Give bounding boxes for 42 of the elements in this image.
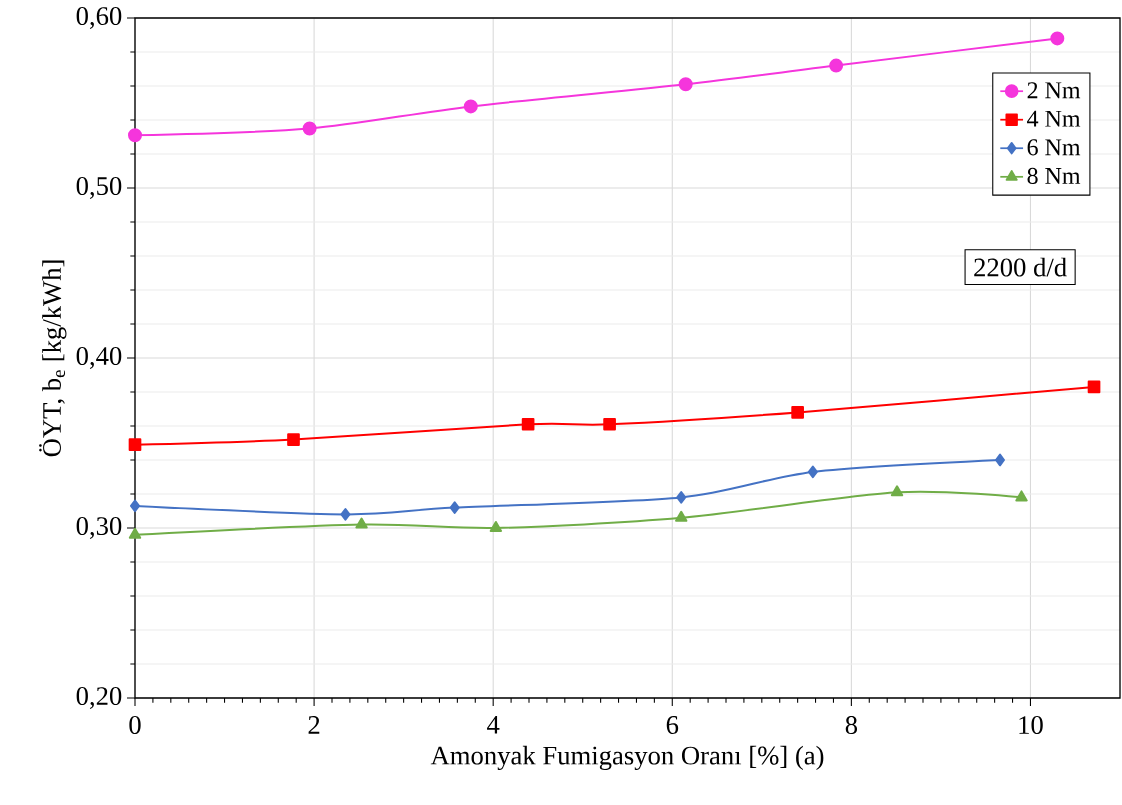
annotation: 2200 d/d <box>974 257 1067 277</box>
point <box>449 501 460 514</box>
x-tick-label: 4 <box>487 716 500 734</box>
y-tick-label: 0,30 <box>76 517 122 539</box>
point <box>675 510 688 522</box>
point <box>829 58 844 73</box>
x-tick-label: 10 <box>1019 716 1043 735</box>
point <box>302 121 317 136</box>
point <box>521 417 535 431</box>
x-tick-label: 6 <box>666 716 679 734</box>
y-tick-label: 0,40 <box>76 347 122 369</box>
legend-label: 2 Nm <box>1027 82 1081 99</box>
point <box>603 417 616 431</box>
point <box>340 508 351 521</box>
point <box>807 465 818 479</box>
point <box>676 491 687 504</box>
x-tick-label: 8 <box>845 716 858 735</box>
x-tick-label: 0 <box>129 716 141 735</box>
x-tick-label: 2 <box>308 716 320 734</box>
point <box>128 128 142 143</box>
point <box>489 520 503 532</box>
point <box>1015 490 1028 502</box>
point <box>995 453 1006 467</box>
point <box>1087 380 1101 394</box>
point <box>287 433 300 446</box>
legend-label: 8 Nm <box>1027 167 1081 185</box>
point <box>355 517 368 529</box>
legend-label: 6 Nm <box>1027 139 1081 156</box>
point <box>791 406 804 419</box>
point <box>890 485 904 497</box>
y-tick-label: 0,20 <box>76 687 122 709</box>
point <box>130 499 140 513</box>
y-tick-label: 0,50 <box>76 177 122 199</box>
point <box>128 438 142 452</box>
point <box>1050 31 1065 46</box>
x-axis-title: Amonyak Fumigasyon Oranı [%] (a) <box>430 745 824 771</box>
point <box>128 527 142 539</box>
point <box>463 99 478 114</box>
point <box>678 77 693 92</box>
legend-label: 4 Nm <box>1027 110 1081 127</box>
y-axis-title: ÖYT, b$_{e}$ [kg/kWh] <box>39 260 67 457</box>
y-tick-label: 0,60 <box>76 7 122 29</box>
